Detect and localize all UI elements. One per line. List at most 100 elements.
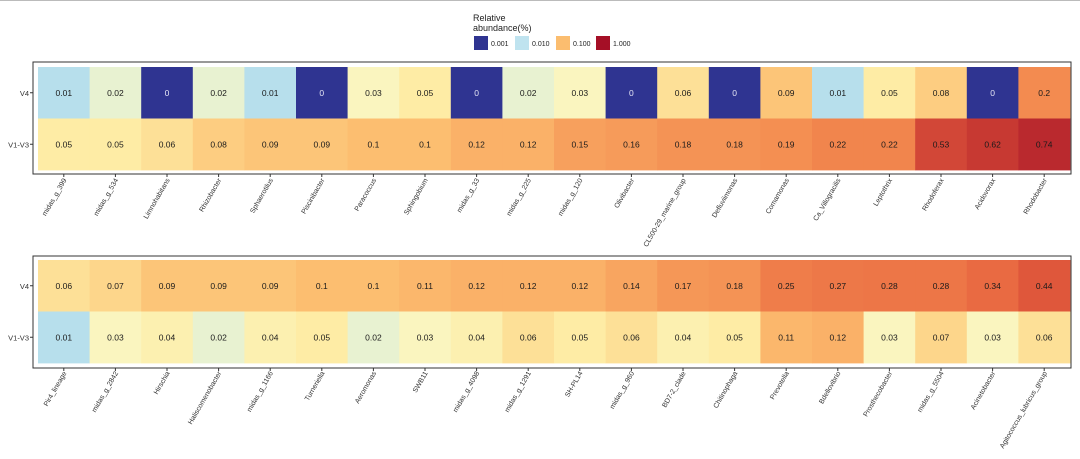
cell-value-label: 0.12 — [468, 139, 485, 149]
cell-value-label: 0.01 — [56, 332, 73, 342]
heatmap-cell — [502, 311, 555, 364]
heatmap-cell — [915, 311, 968, 364]
heatmap-cell — [192, 260, 245, 312]
heatmap-cell — [554, 118, 606, 171]
heatmap-cell — [450, 67, 503, 119]
x-tick-label-BD7-2_clade: BD7-2_clade — [661, 370, 687, 409]
heatmap-cell — [1018, 311, 1071, 364]
x-tick-label-Chitinophaga: Chitinophaga — [713, 370, 740, 409]
cell-value-label: 0.22 — [830, 139, 847, 149]
heatmap-cell — [347, 311, 400, 364]
legend-swatch-0.010 — [515, 36, 529, 50]
heatmap-panel-2: V4 0.06 0.07 0.09 0.09 0.09 0.1 0.1 0.11 0.12 0.12… — [8, 255, 1072, 450]
cell-value-label: 0.08 — [933, 88, 950, 98]
heatmap-cell — [657, 67, 710, 119]
heatmap-cell — [296, 118, 348, 171]
cell-value-label: 0.01 — [56, 88, 73, 98]
heatmap-cell — [502, 260, 555, 312]
heatmap-cell — [141, 260, 194, 312]
heatmap-cell — [760, 311, 813, 364]
cell-value-label: 0.07 — [933, 332, 950, 342]
heatmap-cell — [760, 67, 813, 119]
cell-value-label: 0.25 — [778, 281, 795, 291]
x-tick-label-Sphingobium: Sphingobium — [403, 177, 430, 216]
heatmap-cell — [38, 118, 90, 171]
heatmap-cell — [89, 260, 142, 312]
heatmap-cell — [708, 260, 761, 312]
x-tick-label-midas_g_33: midas_g_33 — [456, 177, 481, 214]
cell-value-label: 0.1 — [367, 281, 379, 291]
heatmap-cell — [450, 118, 503, 171]
heatmap-cell — [141, 67, 194, 119]
x-tick-label-Leptothrix: Leptothrix — [873, 177, 895, 208]
heatmap-cell — [966, 67, 1019, 119]
x-tick-label-Pir4_lineage: Pir4_lineage — [43, 370, 69, 407]
cell-value-label: 0.1 — [367, 139, 379, 149]
cell-value-label: 0.09 — [262, 139, 279, 149]
cell-value-label: 0.34 — [984, 281, 1001, 291]
heatmap-cell — [812, 311, 864, 364]
heatmap-cell — [450, 311, 503, 364]
x-tick-label-Piscinibacter: Piscinibacter — [301, 177, 327, 215]
heatmap-cell — [863, 67, 916, 119]
cell-value-label: 0 — [990, 88, 995, 98]
heatmap-cell — [141, 311, 194, 364]
cell-value-label: 0.17 — [675, 281, 692, 291]
heatmap-cell — [915, 118, 968, 171]
heatmap-cell — [450, 260, 503, 312]
x-tick-label-Aeromonas: Aeromonas — [354, 370, 378, 405]
cell-value-label: 0.44 — [1036, 281, 1053, 291]
cell-value-label: 0.11 — [417, 281, 433, 291]
x-tick-label-Haliscomenobacter: Haliscomenobacter — [187, 370, 223, 426]
x-tick-label-midas_g_534: midas_g_534 — [93, 177, 120, 217]
heatmap-cell — [38, 67, 90, 119]
heatmap-cell — [657, 260, 710, 312]
heatmap-cell — [347, 67, 400, 119]
cell-value-label: 0.06 — [56, 281, 73, 291]
cell-value-label: 0.11 — [778, 332, 794, 342]
heatmap-cell — [89, 118, 142, 171]
cell-value-label: 0.02 — [210, 332, 227, 342]
x-tick-label-Comamonas: Comamonas — [765, 177, 791, 215]
cell-value-label: 0.12 — [520, 139, 537, 149]
cell-value-label: 0.01 — [262, 88, 279, 98]
cell-value-label: 0.74 — [1036, 139, 1053, 149]
cell-value-label: 0.09 — [210, 281, 227, 291]
heatmap-cell — [966, 260, 1019, 312]
cell-value-label: 0.03 — [881, 332, 898, 342]
cell-value-label: 0.06 — [675, 88, 692, 98]
x-tick-label-Prosthecobacter: Prosthecobacter — [863, 370, 895, 418]
row-label-V1-V3: V1-V3 — [8, 333, 29, 342]
heatmap-cell — [812, 67, 864, 119]
heatmap-cell — [605, 260, 658, 312]
x-tick-label-SH-PL14: SH-PL14 — [564, 370, 584, 398]
heatmap-cell — [244, 260, 297, 312]
x-tick-label-midas_g_399: midas_g_399 — [41, 177, 68, 217]
legend-label-0.001: 0.001 — [491, 41, 509, 48]
cell-value-label: 0.05 — [56, 139, 73, 149]
cell-value-label: 0.04 — [468, 332, 485, 342]
legend-label-0.100: 0.100 — [573, 41, 591, 48]
x-tick-label-Prevotella: Prevotella — [769, 370, 791, 401]
x-tick-label-midas_g_2842: midas_g_2842 — [91, 370, 120, 413]
cell-value-label: 0 — [732, 88, 737, 98]
cell-value-label: 0.05 — [881, 88, 898, 98]
cell-value-label: 0.06 — [520, 332, 537, 342]
heatmap-cell — [296, 67, 348, 119]
cell-value-label: 0.18 — [726, 139, 743, 149]
heatmap-cell — [915, 260, 968, 312]
cell-value-label: 0.19 — [778, 139, 795, 149]
cell-value-label: 0.06 — [623, 332, 640, 342]
heatmap-cell — [554, 311, 606, 364]
cell-value-label: 0.03 — [107, 332, 124, 342]
cell-value-label: 0.04 — [159, 332, 176, 342]
heatmap-cell — [708, 67, 761, 119]
heatmap-cell — [38, 311, 90, 364]
x-tick-label-CL500-29_marine_group: CL500-29_marine_group — [643, 177, 688, 248]
x-tick-label-Agitococcus_lubricus_group: Agitococcus_lubricus_group — [999, 370, 1049, 449]
heatmap-cell — [605, 118, 658, 171]
legend-label-0.010: 0.010 — [532, 41, 550, 48]
x-tick-label-Defluviimonas: Defluviimonas — [711, 177, 739, 219]
x-tick-label-Acidovorax: Acidovorax — [974, 177, 998, 211]
